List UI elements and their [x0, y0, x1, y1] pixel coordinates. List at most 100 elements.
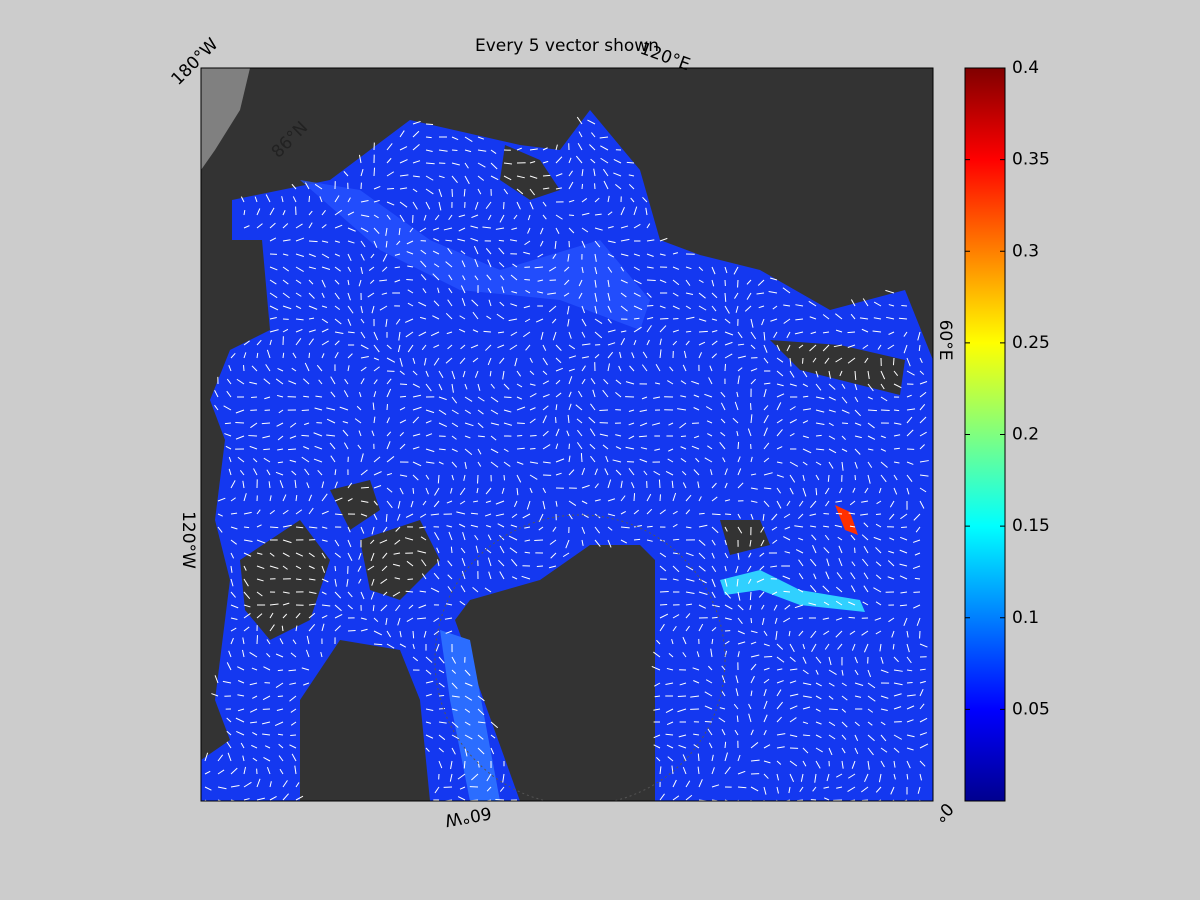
vector [399, 407, 406, 411]
vector [516, 201, 521, 210]
vector [370, 539, 375, 545]
vector [919, 732, 928, 736]
vector [720, 432, 726, 437]
vector [711, 330, 718, 333]
vector [542, 370, 548, 376]
vector [802, 395, 809, 398]
vector [282, 552, 290, 557]
vector [451, 669, 457, 674]
vector [906, 643, 910, 653]
vector [358, 578, 362, 584]
vector [653, 470, 661, 476]
vector [809, 558, 817, 567]
vector [826, 773, 830, 782]
vector [900, 591, 908, 594]
vector [912, 604, 921, 609]
vector [425, 708, 434, 711]
vector [672, 538, 680, 541]
vector [828, 435, 836, 440]
vector [372, 604, 375, 612]
vector [237, 666, 245, 671]
vector [237, 680, 245, 684]
vector [620, 338, 626, 346]
vector [308, 292, 315, 299]
vector [438, 682, 445, 688]
vector [434, 532, 440, 541]
vector [876, 500, 882, 505]
vector [724, 318, 731, 324]
vector [763, 382, 771, 385]
vector [472, 357, 479, 363]
vector [733, 266, 739, 275]
vector [828, 656, 832, 666]
vector [672, 305, 680, 310]
vector [815, 383, 822, 391]
vector [763, 773, 769, 779]
vector [690, 695, 700, 698]
vector [433, 344, 440, 349]
vector [516, 434, 523, 437]
vector [230, 637, 234, 645]
vector [815, 422, 825, 425]
vector [783, 513, 791, 519]
vector [412, 160, 421, 164]
vector [750, 690, 753, 697]
vector [405, 513, 414, 518]
vector [776, 429, 783, 437]
vector [425, 162, 435, 165]
vector [724, 331, 734, 336]
vector [802, 747, 809, 754]
vector [810, 331, 817, 335]
vector [524, 278, 531, 281]
vector [282, 780, 288, 788]
vector [607, 526, 613, 531]
vector [719, 707, 726, 710]
vector [460, 585, 466, 593]
vector [373, 366, 380, 372]
vector [828, 708, 838, 711]
vector [893, 760, 896, 768]
vector [498, 559, 505, 567]
vector [282, 253, 289, 256]
vector [451, 721, 459, 728]
vector [555, 367, 563, 372]
vector [659, 253, 666, 256]
vector [529, 175, 538, 179]
vector [308, 240, 318, 243]
vector [685, 625, 690, 632]
vector [308, 329, 316, 333]
vector [425, 136, 432, 139]
vector [835, 329, 843, 333]
vector [854, 747, 859, 755]
vector [334, 266, 341, 272]
vector [590, 378, 596, 385]
vector [459, 500, 466, 505]
vector [625, 381, 635, 385]
vector [620, 206, 625, 216]
vector [303, 395, 310, 398]
vector [399, 630, 402, 638]
vector [485, 201, 492, 209]
vector [264, 396, 271, 400]
vector [477, 734, 484, 740]
vector [397, 500, 401, 509]
vector [373, 500, 378, 506]
vector [516, 406, 526, 411]
vector [711, 292, 718, 299]
island [360, 520, 440, 600]
vector [594, 526, 601, 534]
vector [423, 214, 427, 221]
vector [462, 370, 466, 378]
vector [678, 744, 687, 749]
vector [775, 630, 778, 640]
vector [815, 448, 825, 451]
vector [802, 656, 807, 664]
vector [886, 316, 895, 320]
vector [282, 210, 286, 216]
vector [460, 250, 466, 255]
vector [802, 643, 806, 650]
vector [854, 422, 862, 426]
vector [214, 675, 219, 684]
vector [412, 656, 419, 662]
vector [867, 422, 875, 429]
